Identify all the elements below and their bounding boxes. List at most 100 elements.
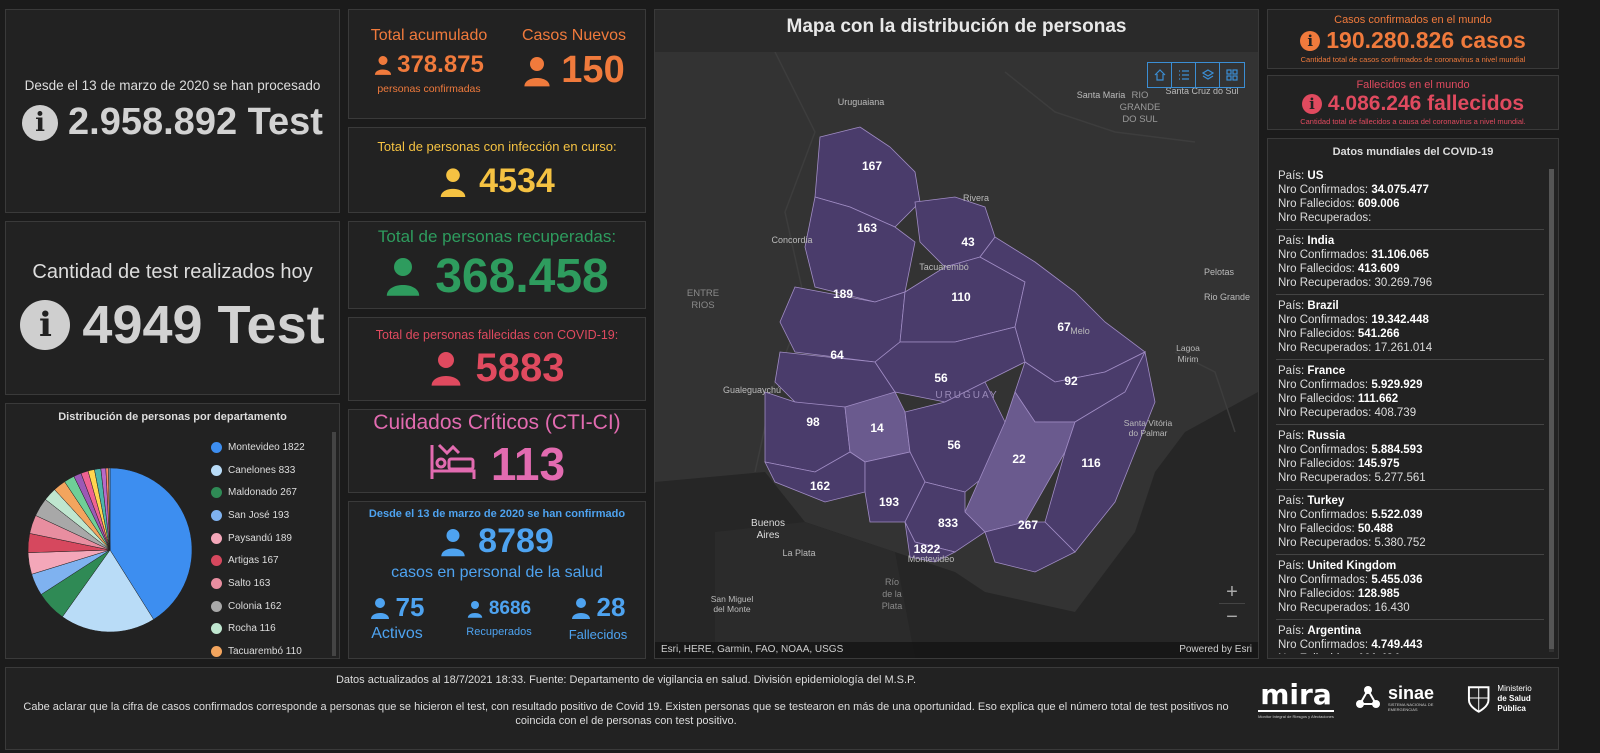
count-artigas: 167 <box>862 159 882 173</box>
chart-title: Distribución de personas por departament… <box>58 411 287 423</box>
legend-item[interactable]: Montevideo 1822 <box>211 436 326 459</box>
legend-label: Maldonado 267 <box>228 487 297 499</box>
person-icon <box>523 55 551 87</box>
svg-text:URUGUAY: URUGUAY <box>935 390 998 401</box>
count-san-jose: 193 <box>879 495 899 509</box>
powered-by-link[interactable]: Powered by Esri <box>1179 644 1252 655</box>
health-staff-line1: Desde el 13 de marzo de 2020 se han conf… <box>368 508 626 520</box>
footer-panel: Datos actualizados al 18/7/2021 18:33. F… <box>5 667 1559 750</box>
new-cases-value: 150 <box>561 49 625 91</box>
svg-text:GRANDE: GRANDE <box>1120 102 1161 113</box>
legend-swatch <box>211 555 222 567</box>
legend-item[interactable]: Canelones 833 <box>211 459 326 482</box>
count-treinta-y-tres: 92 <box>1064 374 1078 388</box>
world-deaths-value: 4.086.246 fallecidos <box>1327 92 1525 115</box>
msp-logo: Ministerio de Salud Pública <box>1466 684 1560 714</box>
footer-update: Datos actualizados al 18/7/2021 18:33. F… <box>335 674 917 686</box>
legend-item[interactable]: Artigas 167 <box>211 549 326 572</box>
svg-text:Concordia: Concordia <box>771 235 812 245</box>
count-rocha: 116 <box>1081 456 1101 470</box>
legend-label: Salto 163 <box>228 577 271 589</box>
svg-text:San Miguel: San Miguel <box>711 594 754 604</box>
zoom-in-button[interactable]: + <box>1219 580 1245 604</box>
legend-scrollbar[interactable] <box>332 432 336 656</box>
accumulated-value: 378.875 <box>397 51 484 78</box>
health-staff-recuperados: 8686 Recuperados <box>466 598 532 638</box>
accumulated-sub: personas confirmadas <box>377 83 481 95</box>
sinae-emblem-icon <box>1356 686 1380 708</box>
tests-today-value: 4949 Test <box>82 294 325 355</box>
info-icon: i <box>1300 30 1321 51</box>
person-icon <box>467 600 483 618</box>
info-icon: i <box>20 299 71 350</box>
svg-text:Rio Grande: Rio Grande <box>1204 292 1250 302</box>
legend-item[interactable]: Colonia 162 <box>211 595 326 618</box>
pie-chart <box>27 467 193 633</box>
count-montevideo: 1822 <box>914 542 941 556</box>
deceased-title: Total de personas fallecidas con COVID-1… <box>375 327 619 342</box>
pie-slice-flores[interactable] <box>108 467 111 551</box>
pie-slice-canelones[interactable] <box>62 549 154 633</box>
critical-title: Cuidados Críticos (CTI-CI) <box>373 411 621 434</box>
map-toolbar <box>1147 62 1245 88</box>
tests-today-label: Cantidad de test realizados hoy <box>32 260 313 283</box>
legend-label: Tacuarembó 110 <box>228 646 302 658</box>
zoom-out-button[interactable]: − <box>1226 606 1238 628</box>
person-icon <box>440 527 466 557</box>
recovered-value: 368.458 <box>435 249 609 303</box>
health-staff-panel: Desde el 13 de marzo de 2020 se han conf… <box>348 501 646 659</box>
count-durazno: 56 <box>934 371 948 385</box>
accumulated-title: Total acumulado <box>370 27 488 44</box>
basemap-gallery-icon[interactable] <box>1220 63 1244 87</box>
home-icon[interactable] <box>1148 63 1172 87</box>
legend-swatch <box>211 487 222 499</box>
pie-slice-montevideo[interactable] <box>109 467 193 620</box>
svg-text:Aires: Aires <box>757 530 780 541</box>
legend-label: Canelones 833 <box>228 464 296 476</box>
legend-label: San José 193 <box>228 509 290 521</box>
hospital-bed-icon <box>429 443 477 486</box>
msp-crest-icon <box>1467 686 1490 713</box>
world-country-list[interactable]: País: US Nro Confirmados: 34.075.477 Nro F… <box>1276 165 1544 654</box>
country-entry: País: India Nro Confirmados: 31.106.065 Nr… <box>1276 230 1544 295</box>
legend-item[interactable]: Maldonado 267 <box>211 481 326 504</box>
svg-text:La Plata: La Plata <box>782 548 815 558</box>
svg-text:Plata: Plata <box>882 601 903 611</box>
legend-list-icon[interactable] <box>1172 63 1196 87</box>
health-staff-line2: casos en personal de la salud <box>391 564 603 581</box>
map-panel: Mapa con la distribución de personas <box>654 9 1259 659</box>
legend-item[interactable]: Salto 163 <box>211 572 326 595</box>
layers-icon[interactable] <box>1196 63 1220 87</box>
active-title: Total de personas con infección en curso… <box>377 139 617 154</box>
svg-text:Melo: Melo <box>1070 326 1090 336</box>
svg-text:Gualeguaychú: Gualeguaychú <box>723 385 781 395</box>
svg-text:RIO: RIO <box>1132 90 1149 101</box>
world-deaths-sub: Cantidad total de fallecidos a causa del… <box>1300 117 1526 126</box>
country-entry: País: Argentina Nro Confirmados: 4.749.44… <box>1276 620 1544 654</box>
legend-item[interactable]: Tacuarembó 110 <box>211 640 326 663</box>
country-entry: País: United Kingdom Nro Confirmados: 5.4… <box>1276 555 1544 620</box>
legend-item[interactable]: Paysandú 189 <box>211 527 326 550</box>
count-flores: 14 <box>870 421 884 435</box>
svg-text:del Monte: del Monte <box>713 604 751 614</box>
person-icon <box>430 350 462 386</box>
count-rio-negro: 64 <box>830 348 844 362</box>
country-entry: País: Brazil Nro Confirmados: 19.342.448 N… <box>1276 295 1544 360</box>
deceased-panel: Total de personas fallecidas con COVID-1… <box>348 317 646 401</box>
svg-text:de la: de la <box>882 589 902 599</box>
legend-item[interactable]: Rocha 116 <box>211 618 326 641</box>
info-icon: i <box>1301 94 1322 114</box>
legend-label: Paysandú 189 <box>228 532 292 544</box>
svg-text:Uruguaiana: Uruguaiana <box>838 97 885 107</box>
map-svg: 167 163 43 189 110 67 64 56 92 98 14 56 … <box>655 52 1258 658</box>
chart-legend: Montevideo 1822 Canelones 833 Maldonado 26… <box>211 436 326 663</box>
legend-item[interactable]: San José 193 <box>211 504 326 527</box>
legend-label: Montevideo 1822 <box>228 441 305 453</box>
svg-text:Buenos: Buenos <box>751 518 785 529</box>
world-list-scrollbar[interactable] <box>1549 169 1554 652</box>
count-maldonado: 267 <box>1018 518 1038 532</box>
map-view[interactable]: 167 163 43 189 110 67 64 56 92 98 14 56 … <box>655 52 1258 658</box>
svg-text:Mirim: Mirim <box>1178 354 1199 364</box>
legend-swatch <box>211 441 222 453</box>
legend-swatch <box>211 532 222 544</box>
